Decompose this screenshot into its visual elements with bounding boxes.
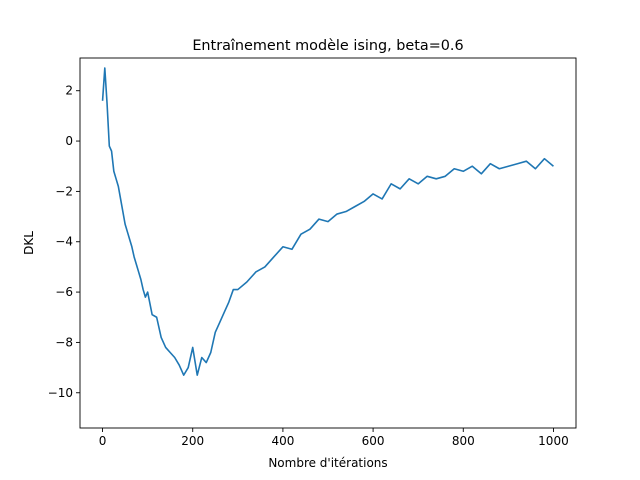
plot-frame [79,57,577,429]
x-tick-label: 800 [452,434,475,448]
y-axis-ticks: −10 −8 −6 −4 −2 0 2 [48,84,80,400]
y-tick-label: 2 [65,84,73,98]
y-tick-label: 0 [65,134,73,148]
y-tick-label: −8 [55,335,73,349]
series-line-0 [101,67,554,376]
y-tick-label: −10 [48,386,73,400]
y-axis-label: DKL [22,231,36,255]
x-axis-label: Nombre d'itérations [268,456,387,470]
chart-title: Entraînement modèle ising, beta=0.6 [192,38,463,54]
y-tick-label: −4 [55,235,73,249]
x-axis-ticks: 0 200 400 600 800 1000 [99,428,569,448]
series-layer [101,67,554,376]
y-tick-label: −2 [55,184,73,198]
y-tick-label: −6 [55,285,73,299]
plot-area [79,57,577,429]
x-tick-label: 0 [99,434,107,448]
x-tick-label: 1000 [538,434,569,448]
x-tick-label: 200 [181,434,204,448]
x-tick-label: 400 [271,434,294,448]
x-tick-label: 600 [362,434,385,448]
